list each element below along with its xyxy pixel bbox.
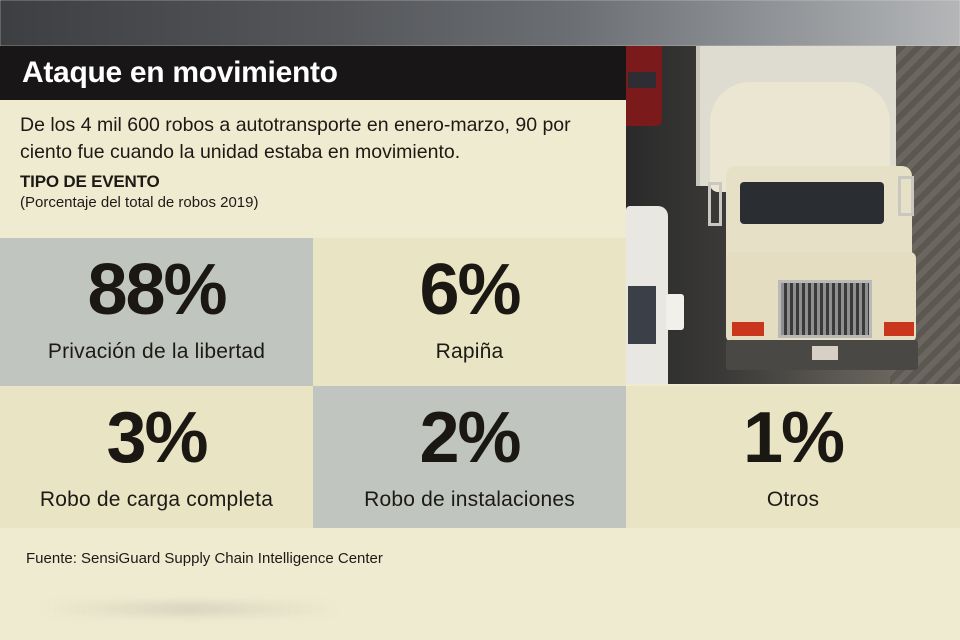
- page-title: Ataque en movimiento: [22, 56, 338, 89]
- stat-label: Robo de carga completa: [39, 488, 274, 511]
- stat-value: 1%: [742, 398, 845, 478]
- stat-value: 3%: [106, 398, 208, 478]
- footer: Fuente: SensiGuard Supply Chain Intellig…: [0, 528, 960, 640]
- car-mirror: [666, 294, 684, 330]
- stat-value: 2%: [419, 398, 521, 478]
- truck-right-mirror: [898, 176, 914, 216]
- stat-cell-instalaciones: 2% Robo de instalaciones: [313, 386, 626, 528]
- event-type-heading: TIPO DE EVENTO: [20, 172, 160, 191]
- stat-cell-carga-completa: 3% Robo de carga completa: [0, 386, 313, 528]
- stat-cell-privacion: 88% Privación de la libertad: [0, 238, 313, 386]
- bottom-blurred-strip: [40, 602, 340, 616]
- top-blurred-strip: [0, 0, 960, 46]
- truck-windshield: [740, 182, 884, 224]
- stat-label: Privación de la libertad: [47, 340, 266, 363]
- stat-value: 88%: [87, 250, 227, 330]
- truck-plate: [812, 346, 838, 360]
- stat-value: 6%: [419, 250, 521, 330]
- truck-left-mirror: [708, 182, 722, 226]
- red-car: [626, 46, 662, 126]
- white-car: [626, 206, 668, 384]
- stat-label: Otros: [766, 488, 820, 511]
- title-bar: Ataque en movimiento: [0, 46, 626, 100]
- stat-label: Robo de instalaciones: [364, 488, 575, 511]
- truck-right-lamp: [884, 322, 914, 336]
- intro-description: De los 4 mil 600 robos a autotransporte …: [20, 114, 571, 163]
- stat-cell-otros: 1% Otros: [626, 386, 960, 528]
- stat-label: Rapiña: [435, 340, 504, 363]
- intro-section: De los 4 mil 600 robos a autotransporte …: [0, 100, 626, 238]
- truck-left-lamp: [732, 322, 764, 336]
- stat-cell-rapina: 6% Rapiña: [313, 238, 626, 386]
- truck-grille: [778, 280, 872, 338]
- event-type-subtitle: (Porcentaje del total de robos 2019): [20, 194, 259, 211]
- truck-photo: [626, 46, 960, 384]
- source-note: Fuente: SensiGuard Supply Chain Intellig…: [26, 550, 383, 567]
